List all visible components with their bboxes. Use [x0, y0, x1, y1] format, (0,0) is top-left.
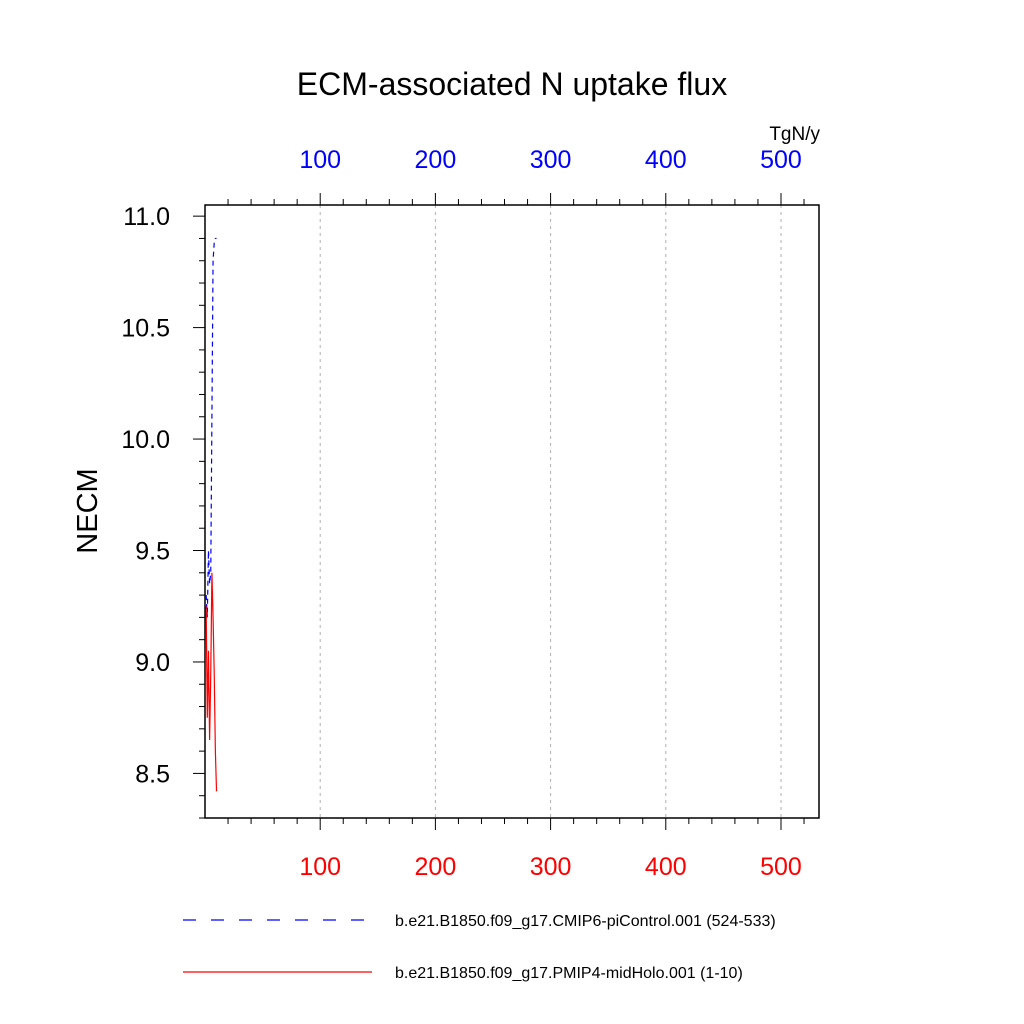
bottom-x-tick-label: 300	[530, 853, 572, 881]
bottom-x-tick-label: 200	[415, 853, 457, 881]
y-tick-label: 10.0	[121, 426, 170, 454]
series-line-2	[205, 572, 218, 792]
top-x-tick-label: 400	[645, 146, 687, 174]
series-line-1	[205, 237, 217, 618]
x-gridlines	[319, 205, 782, 818]
axis-ticks	[193, 193, 805, 830]
bottom-x-tick-label: 100	[299, 853, 341, 881]
units-label: TgN/y	[769, 124, 820, 145]
y-tick-label: 10.5	[121, 315, 170, 343]
legend-label-2: b.e21.B1850.f09_g17.PMIP4-midHolo.001 (1…	[395, 965, 743, 982]
bottom-x-tick-labels: 100 200 300 400 500	[299, 853, 802, 881]
chart-title: ECM-associated N uptake flux	[297, 66, 727, 102]
y-tick-labels: 8.5 9.0 9.5 10.0 10.5 11.0	[121, 203, 170, 788]
top-x-tick-labels: 100 200 300 400 500	[299, 146, 802, 174]
bottom-x-tick-label: 400	[645, 853, 687, 881]
y-tick-label: 9.0	[135, 649, 170, 677]
data-series	[205, 237, 218, 792]
legend-label-1: b.e21.B1850.f09_g17.CMIP6-piControl.001 …	[395, 913, 776, 930]
y-axis-label: NECM	[72, 468, 104, 553]
top-x-tick-label: 300	[530, 146, 572, 174]
y-tick-label: 8.5	[135, 760, 170, 788]
top-x-tick-label: 100	[299, 146, 341, 174]
plot-frame	[204, 204, 820, 819]
top-x-tick-label: 200	[415, 146, 457, 174]
y-tick-label: 9.5	[135, 538, 170, 566]
top-x-tick-label: 500	[760, 146, 802, 174]
bottom-x-tick-label: 500	[760, 853, 802, 881]
legend: b.e21.B1850.f09_g17.CMIP6-piControl.001 …	[183, 913, 776, 982]
y-tick-label: 11.0	[123, 203, 170, 231]
